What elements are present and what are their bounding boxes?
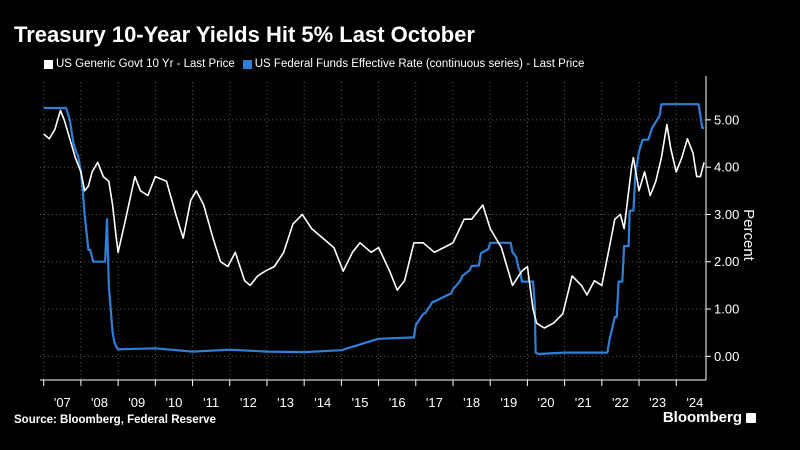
legend-label-treasury: US Generic Govt 10 Yr - Last Price: [56, 58, 235, 70]
x-tick-label: '10: [165, 395, 182, 410]
x-tick-label: '24: [686, 395, 703, 410]
series-line-treasury-10y: [43, 109, 705, 329]
chart-title: Treasury 10-Year Yields Hit 5% Last Octo…: [14, 22, 475, 47]
y-axis-label: Percent: [740, 209, 757, 262]
legend-item-fedfunds: US Federal Funds Effective Rate (continu…: [242, 58, 585, 70]
legend-swatch-treasury: [44, 59, 53, 69]
axes: 0.00 1.00 2.00 3.00 4.00 5.00 '07 '08 '09 '10 '11 '…: [40, 76, 739, 410]
x-tick-label: '23: [649, 395, 666, 410]
x-tick-label: '13: [277, 395, 294, 410]
legend-label-fedfunds: US Federal Funds Effective Rate (continu…: [254, 58, 585, 70]
x-tick-label: '15: [352, 395, 369, 410]
y-tick-label: 1.00: [714, 302, 739, 317]
chart-legend: US Generic Govt 10 Yr - Last Price US Fe…: [44, 58, 592, 70]
brand-mark-icon: [746, 412, 756, 423]
x-tick-label: '21: [575, 395, 592, 410]
series-lines: [43, 103, 705, 356]
x-tick-label: '07: [54, 395, 71, 410]
source-note: Source: Bloomberg, Federal Reserve: [14, 414, 216, 426]
x-tick-label: '09: [128, 395, 145, 410]
y-tick-label: 3.00: [714, 207, 739, 222]
y-tick-label: 0.00: [714, 349, 739, 364]
x-tick-label: '22: [612, 395, 629, 410]
y-tick-label: 5.00: [714, 112, 739, 127]
x-tick-label: '19: [500, 395, 517, 410]
brand-text: Bloomberg: [662, 409, 742, 426]
x-tick-label: '08: [91, 395, 108, 410]
y-tick-label: 2.00: [714, 254, 739, 269]
x-tick-label: '16: [389, 395, 406, 410]
y-tick-label: 4.00: [714, 160, 739, 175]
x-tick-label: '20: [538, 395, 555, 410]
bloomberg-logo: Bloomberg: [663, 409, 756, 426]
legend-swatch-fedfunds: [242, 59, 252, 69]
x-tick-label: '18: [463, 395, 480, 410]
series-line-fed-funds: [43, 103, 705, 356]
legend-item-treasury: US Generic Govt 10 Yr - Last Price: [44, 58, 235, 70]
x-tick-label: '12: [240, 395, 257, 410]
x-tick-label: '14: [314, 395, 331, 410]
x-tick-label: '17: [426, 395, 443, 410]
x-tick-label: '11: [203, 395, 219, 410]
grid-lines: [40, 82, 706, 380]
